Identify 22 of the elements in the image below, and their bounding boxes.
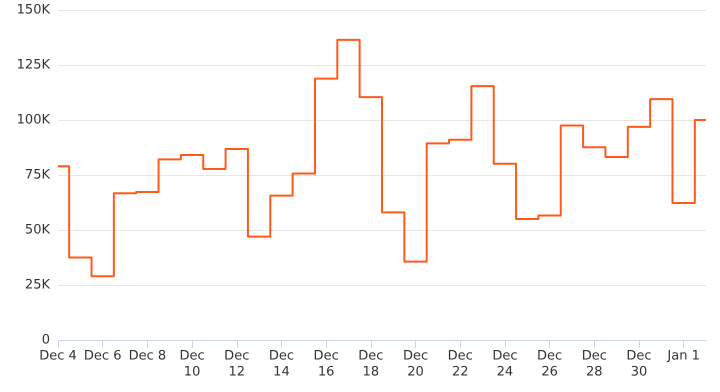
x-tick-label: Dec 20 xyxy=(402,348,428,380)
x-tick-label: Dec 24 xyxy=(492,348,518,380)
x-tick-label: Dec 28 xyxy=(582,348,607,380)
x-tick-label: Dec 10 xyxy=(179,348,205,380)
x-tick-label: Dec 26 xyxy=(537,348,562,380)
x-tick-label: Dec 6 xyxy=(84,348,122,364)
y-tick-label: 150K xyxy=(16,2,50,18)
y-tick-label: 100K xyxy=(16,112,50,128)
y-tick-label: 50K xyxy=(24,222,50,238)
x-tick-label: Jan 1 xyxy=(666,348,700,364)
x-tick-label: Dec 30 xyxy=(626,348,652,380)
y-tick-label: 0 xyxy=(42,332,50,348)
x-tick-label: Dec 16 xyxy=(314,348,339,380)
x-tick-label: Dec 4 xyxy=(39,348,77,364)
y-tick-label: 75K xyxy=(24,168,50,182)
x-tick-label: Dec 18 xyxy=(358,348,384,380)
x-tick-label: Dec 22 xyxy=(448,348,473,380)
x-tick-label: Dec 8 xyxy=(128,348,166,364)
y-tick-label: 125K xyxy=(16,58,50,72)
x-tick-label: Dec 12 xyxy=(224,348,250,380)
x-tick-label: Dec 14 xyxy=(268,348,294,380)
y-tick-label: 25K xyxy=(24,278,50,292)
